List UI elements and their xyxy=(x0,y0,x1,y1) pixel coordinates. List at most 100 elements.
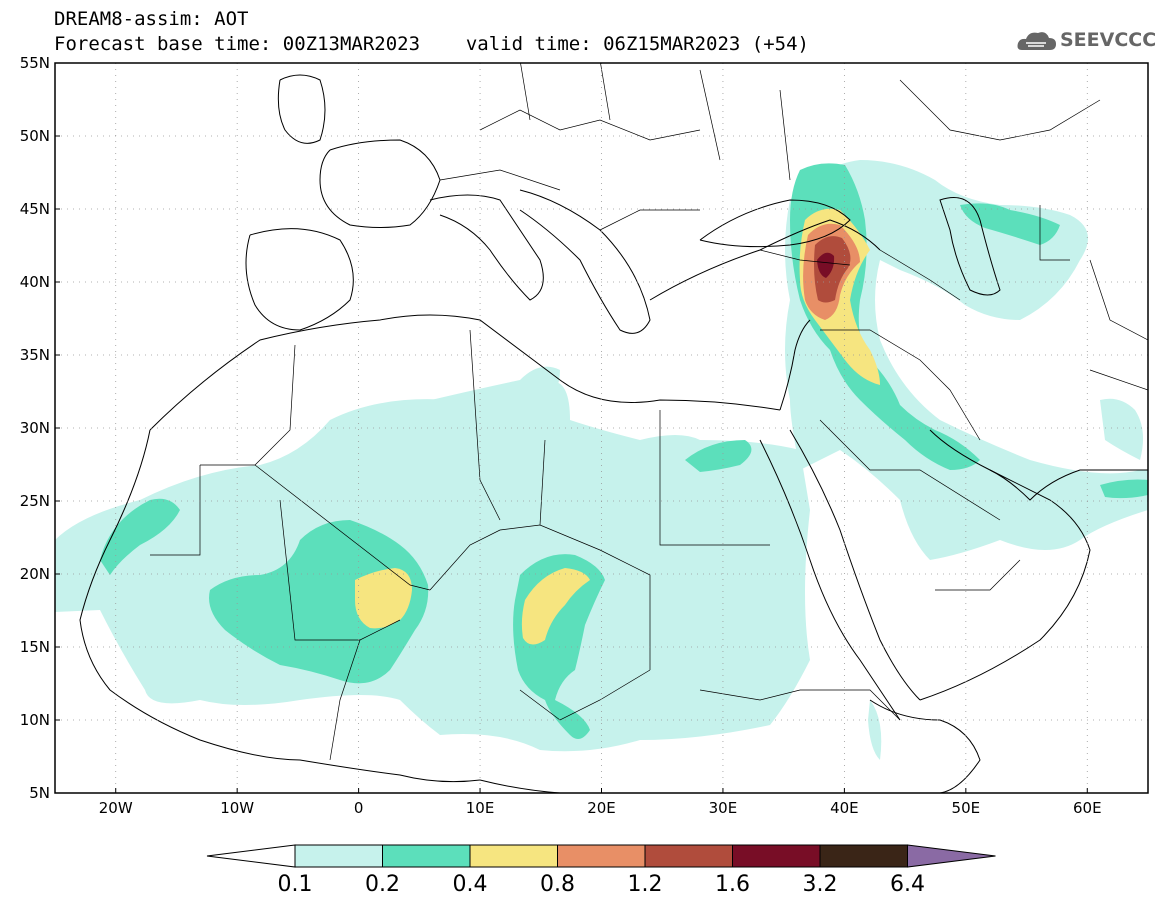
aot-north-band xyxy=(390,366,560,425)
colorbar-swatch xyxy=(732,844,821,868)
latitude-label: 25N xyxy=(20,492,50,510)
border-8 xyxy=(659,410,770,546)
aot-gulf-east xyxy=(1100,479,1148,499)
red-sea-east xyxy=(789,429,921,701)
latitude-label: 10N xyxy=(20,711,50,729)
latitude-label: 35N xyxy=(20,346,50,364)
aot-mauritania-streak xyxy=(100,498,180,575)
aot-level6-areas xyxy=(817,252,835,278)
latitude-label: 55N xyxy=(20,54,50,72)
aot-west-africa-core xyxy=(209,520,429,684)
longitude-labels: 20W 10W 0 10E 20E 30E 40E 50E 60E xyxy=(99,788,1102,817)
gulf-coast xyxy=(989,469,1148,501)
horn-coast xyxy=(869,699,981,793)
border-11 xyxy=(820,329,981,441)
border-12 xyxy=(879,249,961,301)
red-sea-west xyxy=(759,439,901,721)
border-19 xyxy=(479,109,701,141)
latitude-labels: 55N 50N 45N 40N 35N 30N 25N 20N 15N 10N 5N xyxy=(20,54,60,802)
colorbar-swatch xyxy=(294,844,383,868)
colorbar-label: 3.2 xyxy=(803,872,838,897)
france-coast xyxy=(319,139,441,228)
longitude-label: 10E xyxy=(466,799,495,817)
coastlines xyxy=(79,74,1148,793)
aot-turkey-core xyxy=(814,236,851,303)
colorbar-labels: 0.1 0.2 0.4 0.8 1.2 1.6 3.2 6.4 xyxy=(278,872,926,897)
latitude-label: 45N xyxy=(20,200,50,218)
italy-coast xyxy=(429,194,544,301)
country-borders xyxy=(150,63,1148,761)
border-9 xyxy=(519,669,651,721)
west-africa-coast xyxy=(79,429,481,783)
border-10 xyxy=(329,639,361,761)
latitude-label: 20N xyxy=(20,565,50,583)
gridlines xyxy=(55,63,1148,793)
border-1 xyxy=(200,344,296,466)
balkans-coast xyxy=(519,189,651,334)
caspian-coast xyxy=(939,197,1001,296)
longitude-label: 10W xyxy=(220,799,254,817)
aot-chad-peak xyxy=(521,568,590,645)
longitude-label: 40E xyxy=(830,799,859,817)
border-23 xyxy=(1089,259,1148,391)
aot-shading xyxy=(55,160,1148,760)
arabia-coast xyxy=(919,429,1091,701)
latitude-label: 50N xyxy=(20,127,50,145)
border-4 xyxy=(150,465,201,556)
valid-time: valid time: 06Z15MAR2023 (+54) xyxy=(465,33,809,55)
longitude-label: 20E xyxy=(587,799,616,817)
colorbar-swatch xyxy=(469,844,558,868)
latitude-label: 40N xyxy=(20,273,50,291)
colorbar-label: 6.4 xyxy=(890,872,925,897)
aot-kazakh-blob xyxy=(960,203,1060,245)
colorbar-label: 0.4 xyxy=(453,872,488,897)
border-20 xyxy=(520,63,791,181)
longitude-label: 0 xyxy=(354,799,364,817)
britain-coast xyxy=(277,74,326,144)
black-sea-coast xyxy=(699,199,851,248)
border-21 xyxy=(439,169,700,231)
latitude-label: 15N xyxy=(20,638,50,656)
colorbar-min-arrow xyxy=(206,844,296,868)
map-title: DREAM8-assim: AOT xyxy=(54,8,249,30)
border-7 xyxy=(539,439,546,526)
iberia-coast xyxy=(245,228,354,331)
cloud-icon xyxy=(1017,32,1056,50)
north-africa-coast xyxy=(149,314,781,431)
longitude-label: 50E xyxy=(952,799,981,817)
longitude-label: 20W xyxy=(99,799,133,817)
forecast-time-line: Forecast base time: 00Z13MAR2023 valid t… xyxy=(54,33,809,55)
gulf-guinea-coast xyxy=(479,779,561,793)
border-14 xyxy=(759,249,851,266)
colorbar-label: 1.2 xyxy=(628,872,663,897)
aot-mali-peak xyxy=(355,568,412,629)
colorbar-label: 0.1 xyxy=(278,872,313,897)
colorbar-max-arrow xyxy=(907,844,996,868)
aot-red-sea-streak xyxy=(868,700,882,760)
logo-text: SEEVCCC xyxy=(1060,29,1157,51)
border-22 xyxy=(899,79,1101,141)
longitude-label: 30E xyxy=(709,799,738,817)
colorbar-swatch xyxy=(557,844,646,868)
aot-mideast-blob xyxy=(1100,398,1144,460)
colorbar-swatch xyxy=(644,844,733,868)
latitude-label: 30N xyxy=(20,419,50,437)
aot-level5-areas xyxy=(814,236,851,303)
forecast-base-time: Forecast base time: 00Z13MAR2023 xyxy=(54,33,421,55)
border-3 xyxy=(279,499,401,641)
border-18 xyxy=(699,689,801,701)
longitude-label: 60E xyxy=(1073,799,1102,817)
latitude-label: 5N xyxy=(29,784,50,802)
colorbar-label: 0.2 xyxy=(365,872,400,897)
colorbar-label: 0.8 xyxy=(540,872,575,897)
border-16 xyxy=(935,559,1021,591)
border-15 xyxy=(819,419,1001,521)
colorbar-swatch xyxy=(382,844,471,868)
border-17 xyxy=(800,689,901,721)
colorbar xyxy=(206,844,996,868)
border-6 xyxy=(469,329,501,521)
aot-turkey-max xyxy=(817,252,835,278)
aot-libya-blob xyxy=(685,440,752,472)
levant-coast xyxy=(779,319,811,411)
